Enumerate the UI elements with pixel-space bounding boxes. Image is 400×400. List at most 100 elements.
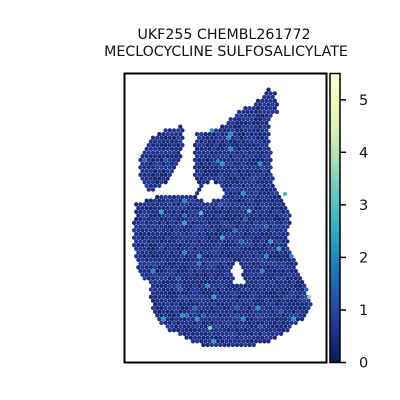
tissue-spot (257, 339, 263, 344)
tissue-spot (224, 302, 229, 307)
tissue-spot (192, 313, 198, 318)
tissue-spot (278, 294, 284, 300)
tissue-spot (213, 268, 219, 274)
tissue-spot (209, 209, 214, 214)
tissue-spot (293, 298, 298, 303)
tissue-spot (171, 283, 177, 288)
tissue-spot (176, 313, 181, 318)
tissue-spot (276, 328, 282, 333)
tissue-spot (220, 154, 225, 159)
tissue-spot (255, 157, 261, 163)
tissue-spot (138, 209, 143, 214)
tissue-spot (228, 205, 233, 211)
tissue-spot (136, 265, 141, 270)
tissue-spot (255, 268, 261, 274)
tissue-spot (167, 298, 172, 303)
tissue-spot (272, 98, 277, 103)
tissue-spot (266, 257, 271, 263)
tissue-spot (218, 261, 223, 266)
tissue-spot (169, 205, 175, 211)
tissue-spot (215, 316, 221, 322)
tissue-spot (243, 113, 248, 118)
tissue-spot (257, 331, 263, 337)
tissue-spot (184, 224, 189, 229)
tissue-spot (142, 209, 147, 214)
tissue-spot (155, 261, 160, 266)
tissue-spot (253, 309, 259, 314)
tissue-spot (264, 298, 269, 303)
tissue-spot (173, 250, 179, 255)
tissue-spot (192, 320, 198, 325)
tissue-spot (226, 291, 231, 296)
tissue-spot (253, 213, 259, 218)
tissue-spot (268, 305, 273, 311)
tissue-spot (180, 202, 185, 207)
tissue-spot (228, 117, 233, 122)
tissue-spot (194, 168, 200, 174)
tissue-spot (215, 287, 221, 292)
tissue-spot (140, 265, 145, 270)
tissue-spot (224, 139, 229, 144)
tissue-spot (207, 279, 212, 285)
tissue-spot (144, 213, 149, 218)
tissue-spot (148, 161, 154, 166)
tissue-spot (194, 265, 200, 270)
tissue-spot (257, 154, 263, 159)
tissue-spot (287, 257, 292, 263)
tissue-spot (243, 180, 248, 185)
tissue-spot (272, 209, 277, 214)
tissue-spot (224, 131, 229, 137)
tissue-spot (165, 324, 170, 329)
tissue-spot (260, 298, 265, 303)
tissue-spot (173, 228, 179, 233)
tissue-spot (205, 231, 210, 237)
tissue-spot (264, 91, 269, 96)
tissue-spot (155, 268, 160, 274)
tissue-spot (264, 224, 269, 229)
tissue-spot (209, 165, 214, 170)
tissue-spot (144, 176, 149, 181)
tissue-spot (136, 228, 141, 233)
tissue-spot (245, 279, 250, 285)
tissue-spot (169, 161, 175, 166)
tissue-spot (247, 231, 252, 237)
tissue-spot (230, 150, 235, 155)
tissue-spot (201, 150, 206, 155)
tissue-spot (226, 246, 231, 251)
tissue-spot (157, 309, 162, 314)
tissue-spot (197, 135, 202, 140)
tissue-spot (197, 187, 202, 192)
tissue-spot (167, 202, 172, 207)
tissue-spot (270, 287, 275, 292)
tissue-spot (152, 213, 158, 218)
tissue-spot (197, 217, 202, 222)
tissue-spot (289, 276, 294, 281)
tissue-spot (247, 217, 252, 222)
tissue-spot (268, 187, 273, 192)
tissue-spot (220, 339, 225, 344)
tissue-spot (234, 209, 240, 214)
tissue-spot (264, 261, 269, 266)
tissue-spot (270, 257, 275, 263)
tissue-spot (266, 198, 271, 203)
tissue-spot (262, 331, 267, 337)
tissue-spot (159, 320, 164, 325)
tissue-spot (144, 265, 149, 270)
tissue-spot (247, 106, 252, 111)
tissue-spot (215, 131, 221, 137)
tissue-spot (243, 291, 248, 296)
tissue-spot (293, 276, 298, 281)
tissue-spot (207, 294, 212, 300)
tissue-spot (278, 198, 284, 203)
tissue-spot (188, 328, 193, 333)
tissue-spot (220, 309, 225, 314)
tissue-spot (150, 143, 156, 148)
tissue-spot (197, 261, 202, 266)
tissue-spot (169, 294, 175, 300)
tissue-spot (205, 283, 210, 288)
tissue-spot (136, 242, 141, 248)
tissue-spot (257, 176, 263, 181)
tissue-spot (192, 261, 198, 266)
tissue-spot (201, 261, 206, 266)
tissue-spot (297, 313, 303, 318)
